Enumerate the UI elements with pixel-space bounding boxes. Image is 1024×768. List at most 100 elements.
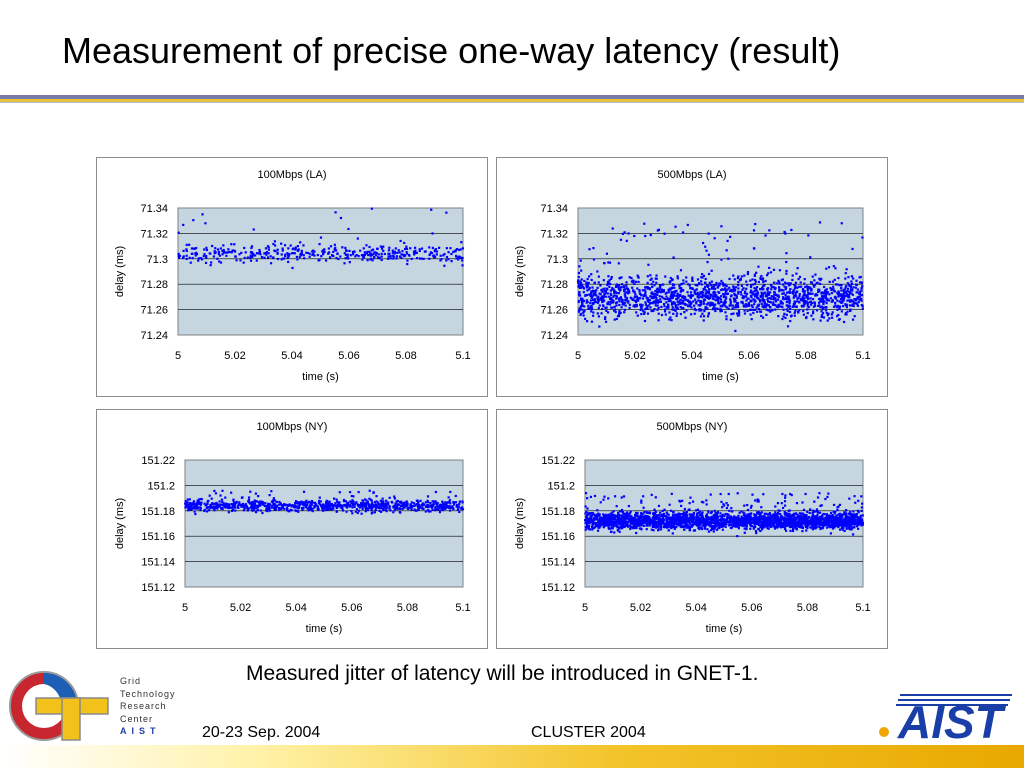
data-point bbox=[284, 254, 287, 258]
data-point bbox=[719, 282, 722, 285]
data-point bbox=[252, 502, 256, 506]
data-point bbox=[194, 512, 197, 516]
data-point bbox=[725, 523, 728, 526]
data-point bbox=[186, 498, 189, 501]
y-tick-label: 151.2 bbox=[547, 480, 575, 492]
data-point bbox=[753, 298, 756, 301]
data-point bbox=[362, 247, 365, 250]
data-point bbox=[656, 229, 659, 232]
data-point bbox=[607, 524, 610, 527]
data-point bbox=[751, 493, 754, 496]
data-point bbox=[400, 256, 403, 259]
data-point bbox=[730, 523, 733, 527]
x-tick-label: 5.04 bbox=[681, 350, 702, 362]
data-point bbox=[444, 501, 447, 504]
data-point bbox=[676, 277, 679, 280]
data-point bbox=[655, 288, 659, 291]
data-point bbox=[406, 259, 409, 262]
data-point bbox=[407, 253, 411, 257]
data-point bbox=[242, 509, 246, 512]
data-point bbox=[452, 507, 455, 510]
data-point bbox=[745, 280, 748, 283]
data-point bbox=[363, 504, 366, 507]
data-point bbox=[251, 506, 254, 509]
data-point bbox=[279, 502, 282, 505]
data-point bbox=[751, 305, 754, 309]
chart-panel-500mbps-ny: 500Mbps (NY) 151.22 151.2 151.18 151.16 151.1… bbox=[496, 409, 888, 649]
data-point bbox=[730, 526, 734, 529]
data-point bbox=[644, 301, 647, 304]
data-point bbox=[769, 271, 773, 274]
data-point bbox=[581, 304, 584, 308]
data-point bbox=[443, 264, 446, 267]
data-point bbox=[591, 295, 594, 298]
data-point bbox=[668, 311, 671, 314]
data-point bbox=[704, 281, 707, 284]
data-point bbox=[612, 300, 615, 303]
data-point bbox=[318, 243, 321, 246]
data-point bbox=[321, 250, 324, 253]
data-point bbox=[368, 489, 371, 492]
data-point bbox=[219, 261, 223, 264]
data-point bbox=[816, 496, 820, 499]
data-point bbox=[835, 517, 838, 520]
data-point bbox=[746, 297, 749, 300]
data-point bbox=[763, 521, 766, 524]
data-point bbox=[440, 258, 443, 261]
data-point bbox=[393, 495, 396, 498]
data-point bbox=[680, 288, 683, 291]
data-point bbox=[246, 256, 249, 259]
data-point bbox=[620, 496, 623, 499]
data-point bbox=[735, 306, 738, 309]
data-point bbox=[685, 280, 688, 283]
data-point bbox=[765, 295, 768, 298]
data-point bbox=[457, 258, 460, 261]
data-point bbox=[414, 509, 417, 512]
data-point bbox=[601, 300, 604, 304]
data-point bbox=[845, 293, 848, 296]
data-point bbox=[859, 297, 863, 300]
data-point bbox=[415, 503, 418, 506]
data-point bbox=[807, 305, 811, 309]
data-point bbox=[387, 255, 390, 258]
data-point bbox=[718, 526, 721, 529]
data-point bbox=[730, 507, 733, 510]
data-point bbox=[753, 286, 756, 290]
data-point bbox=[806, 302, 809, 306]
data-point bbox=[368, 497, 371, 500]
data-point bbox=[713, 526, 717, 529]
data-point bbox=[812, 521, 816, 524]
data-point bbox=[352, 495, 355, 498]
data-point bbox=[219, 503, 222, 506]
data-point bbox=[608, 279, 611, 282]
data-point bbox=[851, 318, 855, 321]
data-point bbox=[725, 506, 729, 510]
data-point bbox=[801, 305, 804, 308]
data-point bbox=[761, 305, 764, 308]
data-point bbox=[437, 508, 440, 511]
data-point bbox=[672, 294, 676, 297]
data-point bbox=[588, 248, 591, 251]
data-point bbox=[219, 247, 222, 250]
data-point bbox=[730, 294, 733, 297]
data-point bbox=[846, 287, 850, 290]
data-point bbox=[585, 511, 588, 514]
data-point bbox=[683, 311, 686, 314]
data-point bbox=[216, 257, 219, 260]
chart-title: 100Mbps (NY) bbox=[257, 421, 328, 433]
data-point bbox=[810, 314, 813, 317]
data-point bbox=[234, 509, 237, 512]
data-point bbox=[328, 256, 332, 259]
data-point bbox=[296, 249, 300, 252]
data-point bbox=[439, 506, 442, 509]
data-point bbox=[344, 503, 347, 507]
data-point bbox=[674, 290, 677, 293]
data-point bbox=[392, 257, 395, 260]
data-point bbox=[607, 520, 610, 523]
data-point bbox=[659, 528, 663, 531]
data-point bbox=[221, 507, 224, 511]
data-point bbox=[434, 505, 437, 509]
data-point bbox=[843, 518, 846, 521]
data-point bbox=[579, 308, 582, 311]
data-point bbox=[602, 523, 605, 526]
